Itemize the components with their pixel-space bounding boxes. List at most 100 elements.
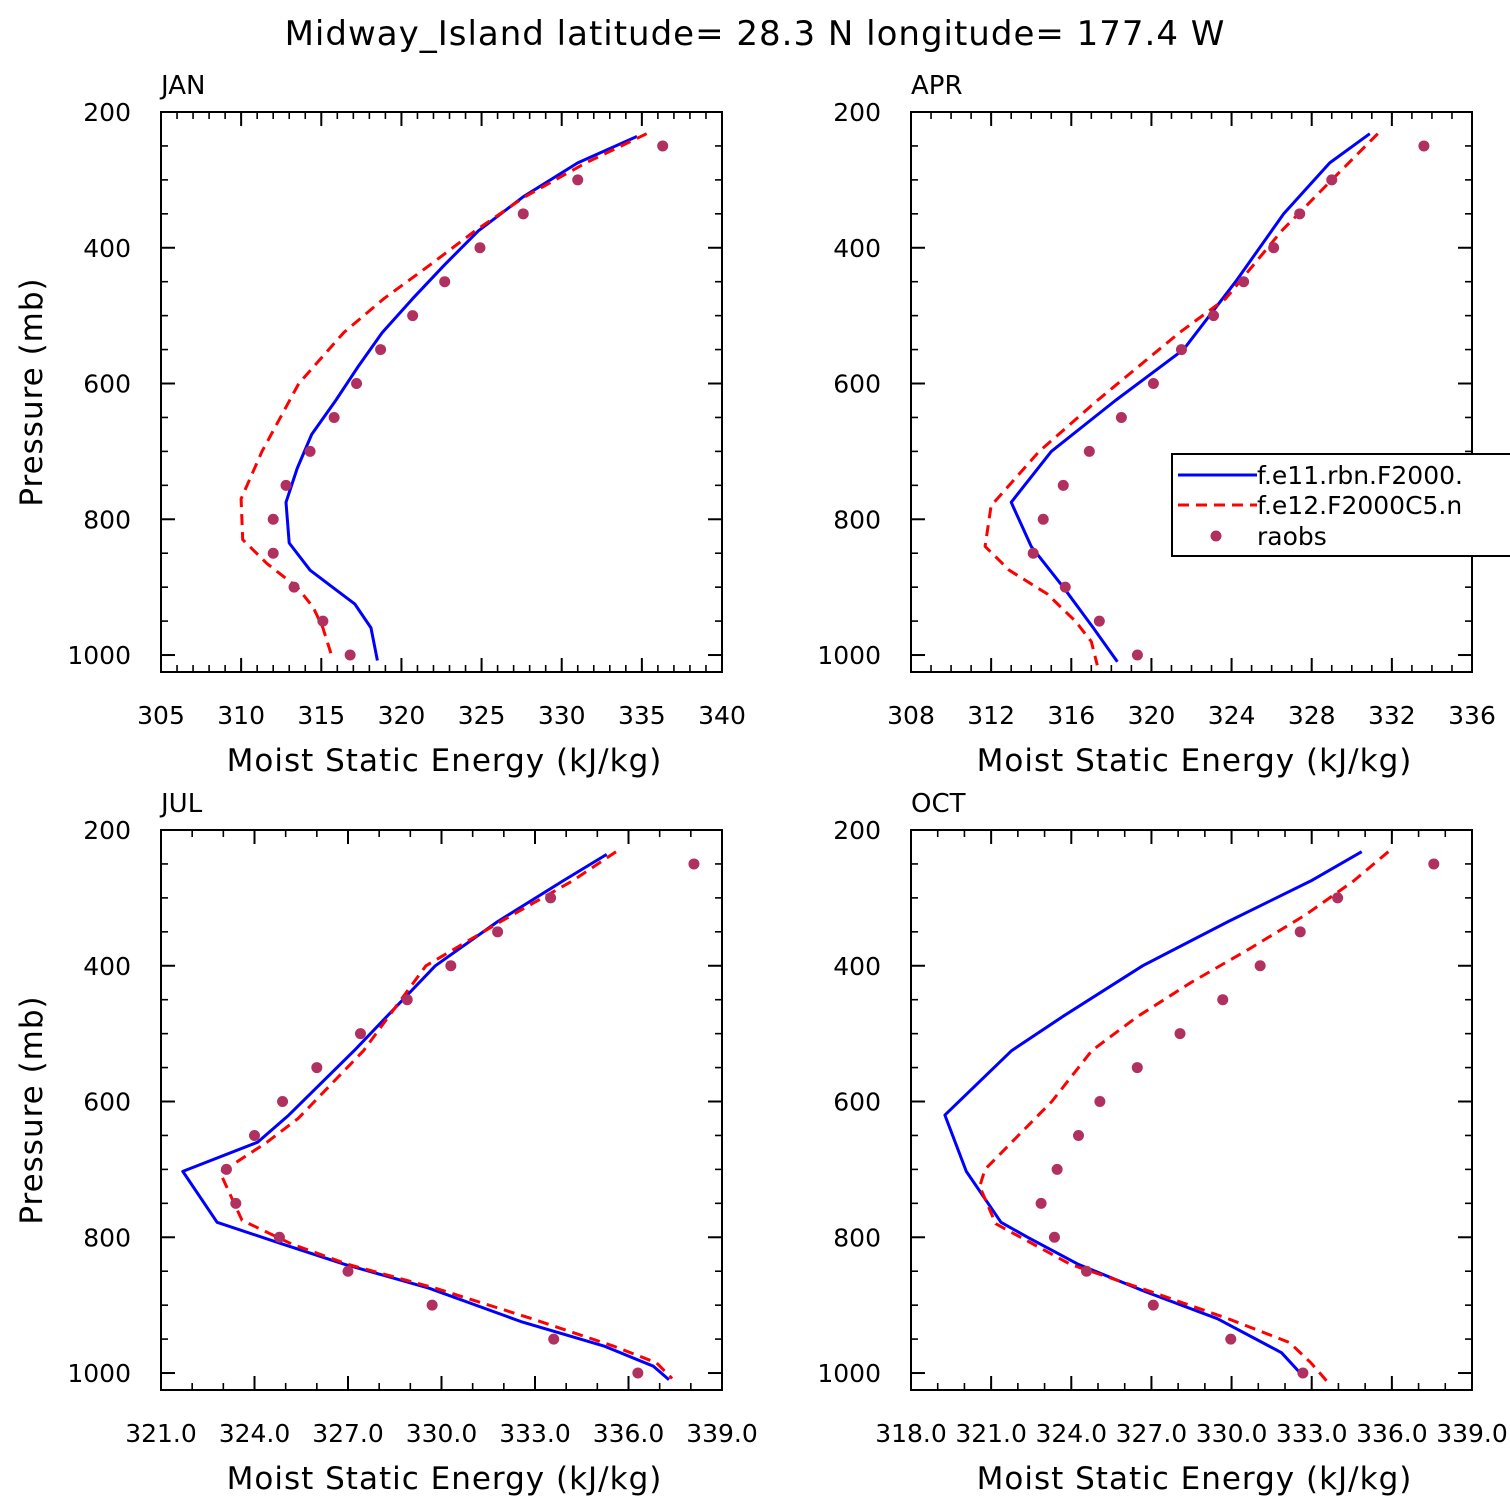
x-tick-label: 310: [217, 701, 265, 730]
raobs-point: [1297, 1367, 1309, 1379]
x-tick-label: 330.0: [406, 1419, 478, 1448]
raobs-point: [545, 892, 557, 904]
raobs-point: [1037, 513, 1049, 525]
x-tick-label: 305: [137, 701, 185, 730]
series-line-f-e12: [983, 132, 1379, 666]
raobs-point: [492, 926, 504, 938]
x-tick-label: 330: [538, 701, 586, 730]
x-tick-label: 336.0: [1356, 1419, 1428, 1448]
raobs-point: [1294, 926, 1306, 938]
y-tick-label: 1000: [67, 1359, 131, 1388]
raobs-point: [351, 378, 363, 390]
panels: 305 310 315 320 325 330 335 340 200 400 600 800 1000…: [14, 71, 1508, 1497]
raobs-point: [304, 445, 316, 457]
raobs-point: [354, 1028, 366, 1040]
raobs-point: [1332, 892, 1344, 904]
x-axis-label: Moist Static Energy (kJ/kg): [977, 743, 1413, 779]
raobs-point: [1072, 1129, 1084, 1141]
x-tick-label: 336.0: [593, 1419, 665, 1448]
legend-box: [1171, 453, 1510, 557]
y-tick-label: 600: [833, 1088, 881, 1117]
x-tick-label: 308: [887, 701, 935, 730]
raobs-point: [1131, 1062, 1143, 1074]
raobs-point: [1048, 1231, 1060, 1243]
x-tick-label: 333.0: [1276, 1419, 1348, 1448]
x-axis-label: Moist Static Energy (kJ/kg): [227, 743, 663, 779]
x-tick-label: 327.0: [312, 1419, 384, 1448]
y-tick-label: 600: [83, 370, 131, 399]
x-tick-label: 339.0: [1436, 1419, 1508, 1448]
series-line-f-e11: [943, 850, 1363, 1375]
raobs-point: [280, 479, 292, 491]
raobs-point: [288, 581, 300, 593]
raobs-point: [657, 140, 669, 152]
y-tick-label: 1000: [817, 1359, 881, 1388]
raobs-point: [1093, 615, 1105, 627]
panel-oct: 318.0 321.0 324.0 327.0 330.0 333.0 336.0 339.0…: [817, 789, 1507, 1497]
y-tick-label: 200: [83, 816, 131, 845]
raobs-point: [1268, 242, 1280, 254]
x-tick-label: 333.0: [499, 1419, 571, 1448]
plot-frame: [160, 111, 723, 673]
raobs-point: [401, 994, 413, 1006]
y-tick-label: 600: [83, 1088, 131, 1117]
x-tick-label: 315: [297, 701, 345, 730]
series-line-f-e12: [239, 132, 648, 659]
raobs-point: [1083, 445, 1095, 457]
raobs-point: [1208, 310, 1220, 322]
x-tick-label: 318.0: [875, 1419, 947, 1448]
plot-data: [239, 132, 669, 661]
x-tick-label: 324.0: [219, 1419, 291, 1448]
raobs-point: [1051, 1163, 1063, 1175]
raobs-point: [1147, 1299, 1159, 1311]
x-tick-label: 316: [1047, 701, 1095, 730]
raobs-point: [230, 1197, 242, 1209]
raobs-point: [1094, 1096, 1106, 1108]
series-line-f-e11: [181, 853, 670, 1381]
raobs-point: [1131, 649, 1143, 661]
y-tick-label: 200: [833, 98, 881, 127]
panel-label: JUL: [159, 789, 203, 819]
y-tick-label: 400: [83, 234, 131, 263]
plot-data: [181, 850, 700, 1381]
raobs-point: [220, 1163, 232, 1175]
y-tick-label: 800: [833, 505, 881, 534]
raobs-point: [1217, 994, 1229, 1006]
x-axis-label: Moist Static Energy (kJ/kg): [227, 1461, 663, 1497]
x-tick-label: 320: [378, 701, 426, 730]
raobs-point: [1174, 1028, 1186, 1040]
y-tick-label: 800: [83, 505, 131, 534]
y-tick-label: 600: [833, 370, 881, 399]
raobs-point: [1059, 581, 1071, 593]
x-axis-label: Moist Static Energy (kJ/kg): [977, 1461, 1413, 1497]
x-tick-label: 324.0: [1035, 1419, 1107, 1448]
series-line-f-e12: [978, 850, 1390, 1383]
x-tick-label: 335: [618, 701, 666, 730]
raobs-point: [572, 174, 584, 186]
plot-frame: [910, 829, 1473, 1391]
raobs-point: [407, 310, 419, 322]
raobs-point: [1035, 1197, 1047, 1209]
raobs-point: [317, 615, 329, 627]
legend-swatch-dot: [1210, 530, 1222, 542]
raobs-point: [267, 547, 279, 559]
x-tick-label: 327.0: [1116, 1419, 1188, 1448]
panel-label: JAN: [159, 71, 205, 101]
y-tick-label: 800: [833, 1223, 881, 1252]
y-tick-label: 200: [833, 816, 881, 845]
raobs-point: [474, 242, 486, 254]
legend-label: raobs: [1257, 522, 1327, 551]
legend-label: f.e12.F2000C5.n: [1257, 491, 1462, 520]
panel-label: OCT: [911, 789, 966, 819]
y-axis-label: Pressure (mb): [14, 995, 50, 1224]
series-line-f-e11: [1009, 132, 1371, 663]
raobs-point: [517, 208, 529, 220]
x-tick-label: 332: [1368, 701, 1416, 730]
raobs-point: [439, 276, 451, 288]
series-line-f-e12: [218, 850, 674, 1380]
raobs-point: [1081, 1265, 1093, 1277]
raobs-point: [632, 1367, 644, 1379]
plot-data: [983, 132, 1430, 666]
plot-data: [943, 850, 1440, 1383]
